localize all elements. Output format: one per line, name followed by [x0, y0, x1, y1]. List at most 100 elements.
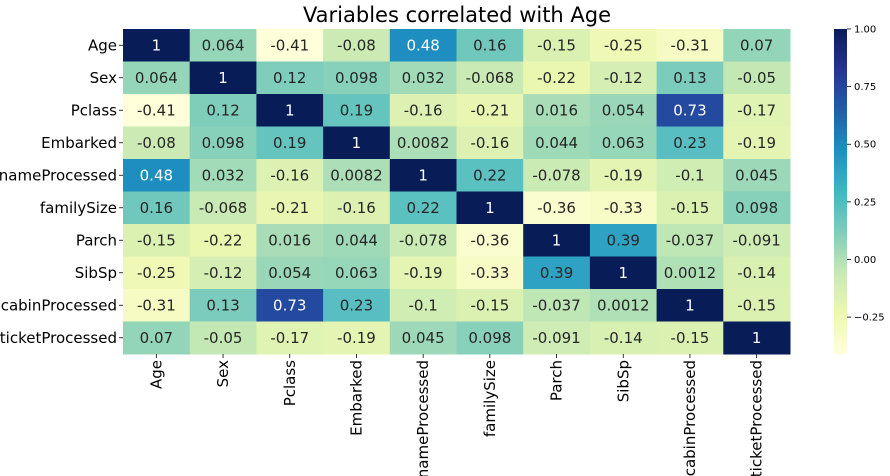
- heatmap-cell: [656, 61, 724, 95]
- cell-annotation: 0.12: [273, 69, 306, 87]
- heatmap-cell: [523, 94, 591, 127]
- colorbar-gradient: [834, 29, 847, 354]
- heatmap-cell: [589, 159, 658, 192]
- cell-annotation: -0.33: [604, 199, 643, 217]
- colorbar-tick-label: 0.50: [854, 140, 876, 151]
- heatmap-cell: [656, 29, 724, 62]
- cell-annotation: -0.25: [604, 36, 643, 54]
- heatmap-cell: [123, 126, 191, 160]
- heatmap-cell: [189, 126, 257, 160]
- heatmap-cell: [456, 94, 524, 127]
- cell-annotation: -0.16: [470, 134, 509, 152]
- cell-annotation: -0.037: [666, 231, 714, 249]
- heatmap-cell: [256, 61, 324, 95]
- cell-annotation: 0.0082: [330, 166, 383, 184]
- colorbar: −0.25 0.00 0.25 0.50 0.75 1.00: [834, 25, 885, 354]
- heatmap-cell: [589, 126, 658, 160]
- heatmap-cell: [589, 29, 658, 62]
- heatmap-cell: [723, 191, 791, 225]
- heatmap-cell: [323, 256, 391, 290]
- cell-annotation: 0.016: [535, 101, 578, 119]
- row-label: SibSp: [75, 264, 117, 282]
- heatmap-cell: [389, 29, 457, 62]
- cell-annotation: 0.032: [402, 69, 445, 87]
- cell-annotation: -0.17: [737, 101, 776, 119]
- cell-annotation: -0.16: [270, 166, 309, 184]
- cell-annotation: 0.064: [135, 69, 178, 87]
- heatmap-cell: [723, 94, 791, 127]
- colorbar-tick-label: −0.25: [854, 313, 885, 324]
- heatmap-cell: [123, 94, 191, 127]
- cell-annotation: 0.16: [140, 199, 173, 217]
- cell-annotation: -0.15: [470, 296, 509, 314]
- heatmap-cell: [656, 321, 724, 355]
- cell-annotation: -0.078: [399, 231, 447, 249]
- heatmap-cell: [723, 256, 791, 290]
- cell-annotation: -0.08: [337, 36, 376, 54]
- cell-annotation: -0.16: [404, 101, 443, 119]
- heatmap-cell: [656, 159, 724, 192]
- heatmap-cell: [389, 321, 457, 355]
- heatmap-cell: [389, 94, 457, 127]
- cell-annotation: -0.078: [532, 166, 580, 184]
- heatmap-cell: [256, 191, 324, 225]
- cell-annotation: -0.15: [671, 329, 710, 347]
- cell-annotation: 0.045: [735, 166, 778, 184]
- heatmap-cell: [189, 289, 257, 322]
- heatmap-cell: [589, 94, 658, 127]
- colorbar-tick-label: 0.75: [854, 82, 876, 93]
- heatmap-cell: [589, 256, 658, 290]
- colorbar-ticks: −0.25 0.00 0.25 0.50 0.75 1.00: [847, 25, 885, 324]
- cell-annotation: -0.15: [671, 199, 710, 217]
- cell-annotation: -0.091: [532, 329, 580, 347]
- heatmap-cell: [323, 29, 391, 62]
- cell-annotation: 0.23: [340, 296, 373, 314]
- heatmap-cell: [256, 256, 324, 290]
- heatmap-cell: [523, 61, 591, 95]
- heatmap-cell: [189, 224, 257, 257]
- cell-annotation: 0.045: [402, 329, 445, 347]
- heatmap-cell: [656, 256, 724, 290]
- cell-annotation: 1: [352, 134, 362, 152]
- cell-annotation: -0.05: [737, 69, 776, 87]
- heatmap-cell: [123, 191, 191, 225]
- column-label: Embarked: [347, 360, 365, 436]
- cell-annotation: 0.0082: [397, 134, 450, 152]
- column-label: cabinProcessed: [681, 360, 699, 476]
- cell-annotation: -0.16: [337, 199, 376, 217]
- colorbar-tick-label: 0.00: [854, 255, 876, 266]
- heatmap-cell: [389, 289, 457, 322]
- heatmap-cell: [523, 191, 591, 225]
- column-label: Sex: [214, 360, 232, 387]
- heatmap-cell: [123, 289, 191, 322]
- heatmap-cell: [589, 191, 658, 225]
- heatmap-cell: [723, 29, 791, 62]
- cell-annotation: 0.48: [140, 166, 173, 184]
- cell-annotation: -0.15: [537, 36, 576, 54]
- row-label: Embarked: [41, 134, 117, 152]
- cell-annotation: 0.0012: [664, 264, 717, 282]
- heatmap-cell: [323, 159, 391, 192]
- heatmap-cell: [456, 61, 524, 95]
- column-label: Age: [147, 360, 165, 389]
- heatmap-cell: [256, 94, 324, 127]
- heatmap-cell: [256, 224, 324, 257]
- row-label: Parch: [76, 231, 117, 249]
- heatmap-cell: [656, 289, 724, 322]
- cell-annotation: 0.044: [535, 134, 578, 152]
- chart-title: Variables correlated with Age: [303, 3, 611, 27]
- heatmap-cell: [189, 321, 257, 355]
- row-label: cabinProcessed: [1, 296, 117, 314]
- cell-annotation: 0.13: [206, 296, 239, 314]
- cell-annotation: 1: [552, 231, 562, 249]
- cell-annotation: 0.032: [202, 166, 245, 184]
- heatmap-cell: [323, 61, 391, 95]
- cell-annotation: -0.19: [337, 329, 376, 347]
- heatmap-cell: [323, 289, 391, 322]
- heatmap-cell: [456, 159, 524, 192]
- cell-annotation: -0.14: [737, 264, 776, 282]
- heatmap-cell: [456, 191, 524, 225]
- cell-annotation: -0.41: [270, 36, 309, 54]
- cell-annotation: -0.31: [137, 296, 176, 314]
- heatmap-cell: [723, 159, 791, 192]
